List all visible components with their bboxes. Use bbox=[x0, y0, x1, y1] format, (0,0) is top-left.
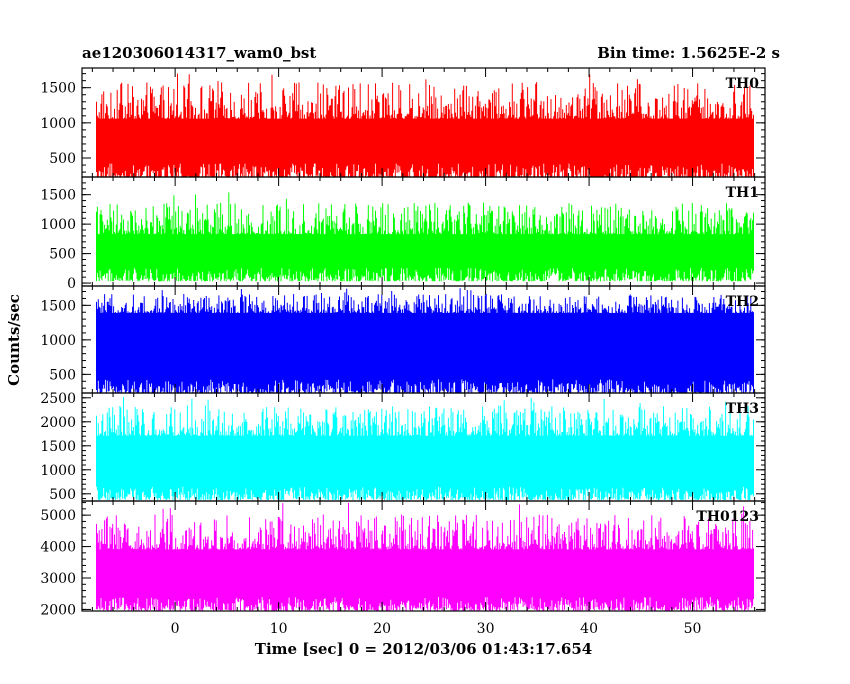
x-tick-label: 40 bbox=[580, 621, 598, 637]
y-tick-label: 3000 bbox=[40, 571, 76, 587]
y-tick-label: 0 bbox=[67, 276, 76, 292]
y-tick-label: 1500 bbox=[40, 188, 76, 204]
series-th0123-spikes bbox=[96, 502, 754, 611]
x-axis-label: Time [sec] 0 = 2012/03/06 01:43:17.654 bbox=[255, 640, 592, 658]
series-th0123-trace bbox=[96, 502, 754, 611]
series-th2-spikes bbox=[96, 288, 754, 393]
y-tick-label: 1000 bbox=[40, 333, 76, 349]
y-tick-label: 1000 bbox=[40, 463, 76, 479]
panel-label-th2: TH2 bbox=[726, 294, 759, 310]
series-th3-trace bbox=[96, 397, 754, 500]
series-th1-trace bbox=[96, 192, 754, 282]
series-th1-spikes bbox=[96, 192, 754, 282]
y-tick-label: 1000 bbox=[40, 116, 76, 132]
x-tick-label: 20 bbox=[373, 621, 391, 637]
chart-title: ae120306014317_wam0_bst bbox=[82, 44, 317, 62]
series-th0-spikes bbox=[96, 73, 754, 177]
y-tick-label: 500 bbox=[49, 367, 76, 383]
panel-th0: 500 1000 1500 TH0 bbox=[40, 67, 766, 178]
x-tick-label: 50 bbox=[684, 621, 702, 637]
series-th2-trace bbox=[96, 288, 754, 393]
panel-label-th1: TH1 bbox=[726, 185, 759, 201]
y-tick-label: 2000 bbox=[40, 602, 76, 618]
y-tick-label: 500 bbox=[49, 247, 76, 263]
panel-label-th0: TH0 bbox=[726, 76, 760, 92]
y-tick-label: 500 bbox=[49, 151, 76, 167]
panel-th3: 500 1000 1500 2000 2500 TH3 bbox=[40, 391, 766, 503]
y-tick-label: 1500 bbox=[40, 81, 76, 97]
y-tick-label: 2000 bbox=[40, 415, 76, 431]
panel-th1: 0 500 1000 1500 TH1 bbox=[40, 176, 766, 292]
y-tick-label: 500 bbox=[49, 487, 76, 503]
y-tick-label: 1500 bbox=[40, 439, 76, 455]
x-tick-label: 30 bbox=[477, 621, 495, 637]
series-th3-spikes bbox=[96, 397, 754, 500]
x-tick-label: 0 bbox=[171, 621, 180, 637]
x-tick-label: 10 bbox=[270, 621, 288, 637]
y-axis-label: Counts/sec bbox=[5, 294, 23, 386]
y-tick-label: 2500 bbox=[40, 391, 76, 407]
panel-th0123: 2000 3000 4000 5000 TH0123 bbox=[40, 500, 766, 618]
panel-th2: 500 1000 1500 TH2 bbox=[40, 285, 766, 394]
y-tick-label: 1000 bbox=[40, 217, 76, 233]
panel-label-th0123: TH0123 bbox=[696, 509, 759, 525]
y-tick-label: 1500 bbox=[40, 298, 76, 314]
chart-subtitle: Bin time: 1.5625E-2 s bbox=[597, 44, 780, 62]
y-tick-label: 5000 bbox=[40, 508, 76, 524]
y-tick-label: 4000 bbox=[40, 540, 76, 556]
panel-label-th3: TH3 bbox=[726, 401, 759, 417]
series-th0-trace bbox=[96, 73, 754, 177]
